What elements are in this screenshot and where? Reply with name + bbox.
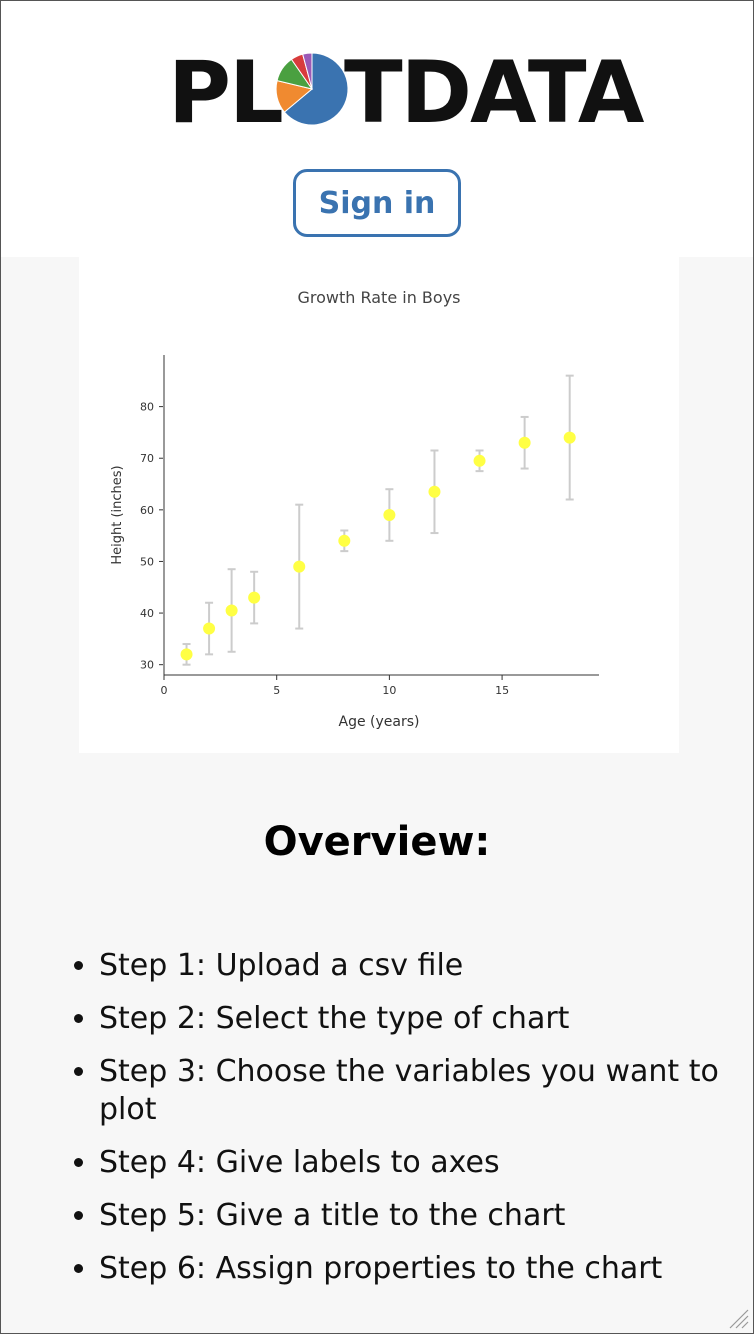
main-content: Growth Rate in Boys Age (years) Height (… [1, 257, 753, 1333]
chart-card: Growth Rate in Boys Age (years) Height (… [79, 257, 679, 753]
y-tick-label: 50 [140, 555, 154, 568]
chart-axes: 30 40 50 60 70 80 0 5 10 15 [140, 355, 599, 697]
data-points [180, 431, 576, 661]
y-tick-label: 40 [140, 607, 154, 620]
data-point[interactable] [248, 591, 261, 604]
growth-chart: Growth Rate in Boys Age (years) Height (… [110, 288, 599, 730]
x-tick-label: 10 [382, 684, 396, 697]
step-item: Step 6: Assign properties to the chart [99, 1250, 729, 1288]
steps-list: Step 1: Upload a csv file Step 2: Select … [99, 947, 729, 1303]
chart-title: Growth Rate in Boys [297, 288, 460, 307]
data-point[interactable] [180, 648, 193, 661]
sign-in-button[interactable]: Sign in [293, 169, 461, 237]
data-point[interactable] [383, 509, 396, 521]
logo-text-left: PL [168, 43, 284, 143]
resize-grip-icon[interactable] [727, 1307, 749, 1329]
logo[interactable]: PL TDATA [168, 43, 644, 143]
y-tick-label: 30 [140, 659, 154, 672]
x-tick-label: 15 [495, 684, 509, 697]
data-point[interactable] [563, 431, 576, 444]
step-item: Step 4: Give labels to axes [99, 1144, 729, 1182]
data-point[interactable] [518, 436, 531, 449]
x-tick-label: 0 [161, 684, 168, 697]
step-item: Step 3: Choose the variables you want to… [99, 1053, 729, 1129]
step-item: Step 1: Upload a csv file [99, 947, 729, 985]
y-tick-label: 70 [140, 452, 154, 465]
data-point[interactable] [338, 534, 351, 547]
logo-text-right: TDATA [344, 43, 644, 143]
error-bars [182, 374, 574, 666]
overview-heading: Overview: [263, 819, 491, 865]
header: PL TDATA Sign in [1, 1, 753, 257]
step-item: Step 5: Give a title to the chart [99, 1197, 729, 1235]
y-tick-label: 60 [140, 504, 154, 517]
y-axis-label: Height (inches) [110, 465, 125, 564]
data-point[interactable] [225, 604, 238, 617]
step-item: Step 2: Select the type of chart [99, 1000, 729, 1038]
data-point[interactable] [473, 454, 486, 467]
pie-chart-icon [275, 52, 349, 126]
y-tick-label: 80 [140, 401, 154, 414]
x-axis-label: Age (years) [339, 714, 420, 730]
data-point[interactable] [203, 622, 216, 635]
data-point[interactable] [428, 485, 441, 498]
data-point[interactable] [293, 560, 306, 573]
x-tick-label: 5 [273, 684, 280, 697]
